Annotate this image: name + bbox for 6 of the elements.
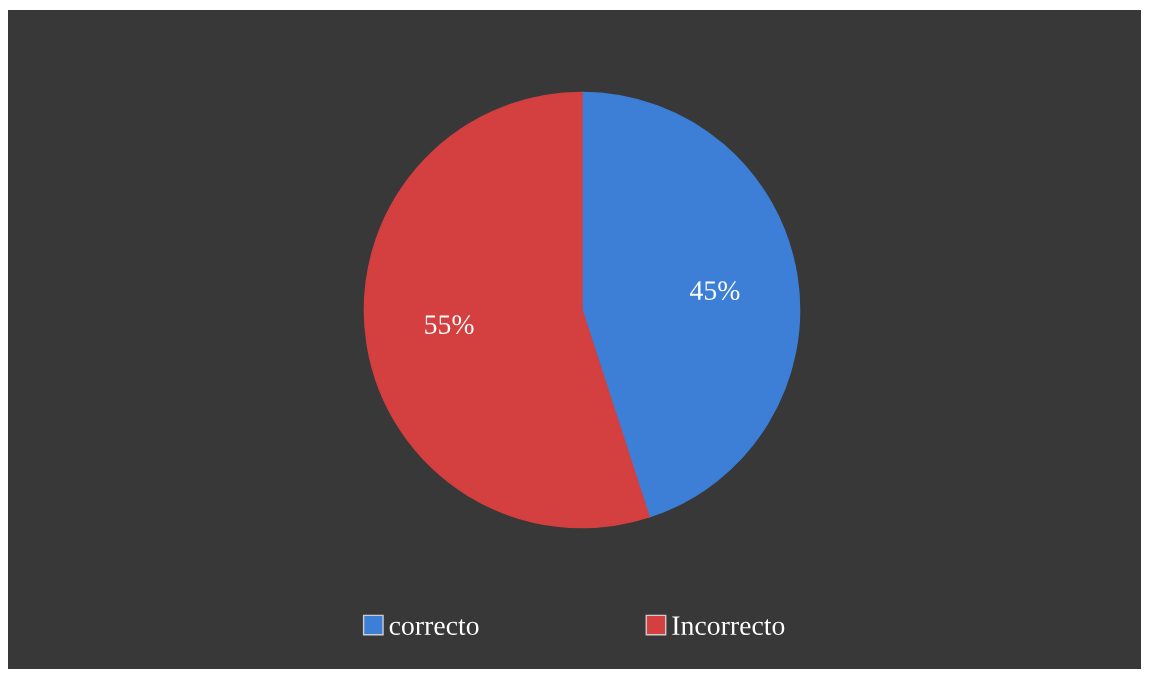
data-label: 55% xyxy=(425,315,474,335)
legend-label: correcto xyxy=(389,619,479,636)
pie-slice xyxy=(581,91,801,518)
pie-slice xyxy=(363,91,650,529)
legend-label: Incorrecto xyxy=(672,616,785,636)
data-label: 45% xyxy=(690,281,740,301)
